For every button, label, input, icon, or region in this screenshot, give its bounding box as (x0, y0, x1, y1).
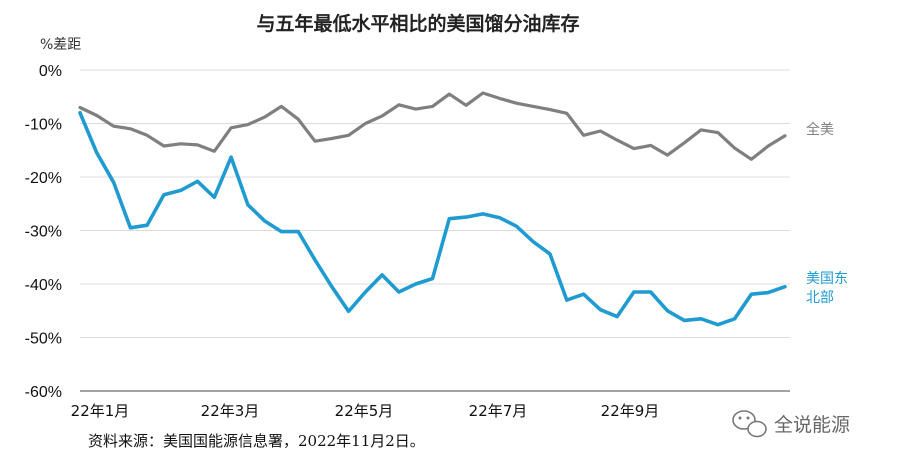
watermark: 全说能源 (732, 410, 850, 438)
wechat-icon (732, 410, 767, 438)
series-label-northeast-line1: 美国东 (806, 271, 848, 287)
series-lines (78, 91, 787, 327)
y-tick-labels: 0% -10% -20% -30% -40% -50% -60% (25, 63, 62, 401)
series-label-national: 全美 (806, 121, 834, 138)
y-tick-label: -10% (25, 117, 62, 134)
y-tick-label: -60% (25, 384, 62, 401)
y-tick-label: -30% (25, 224, 62, 241)
x-tick-label: 22年5月 (335, 402, 394, 420)
gridlines (80, 69, 790, 338)
y-tick-label: -20% (25, 170, 62, 187)
watermark-text: 全说能源 (774, 414, 850, 436)
y-tick-label: -40% (25, 277, 62, 294)
y-tick-label: 0% (39, 63, 62, 80)
series-line-northeast (78, 111, 787, 327)
x-tick-labels: 22年1月 22年3月 22年5月 22年7月 22年9月 (71, 402, 660, 420)
y-axis-label: %差距 (40, 37, 81, 53)
x-tick-label: 22年1月 (71, 402, 130, 420)
x-tick-label: 22年9月 (601, 402, 660, 420)
chart-title: 与五年最低水平相比的美国馏分油库存 (256, 12, 579, 35)
x-tick-label: 22年7月 (469, 402, 528, 420)
series-label-northeast-line2: 北部 (806, 290, 834, 306)
y-tick-label: -50% (25, 331, 62, 348)
series-line-national (78, 91, 787, 161)
source-note: 资料来源：美国国能源信息署，2022年11月2日。 (88, 432, 425, 450)
x-tick-label: 22年3月 (201, 402, 260, 420)
